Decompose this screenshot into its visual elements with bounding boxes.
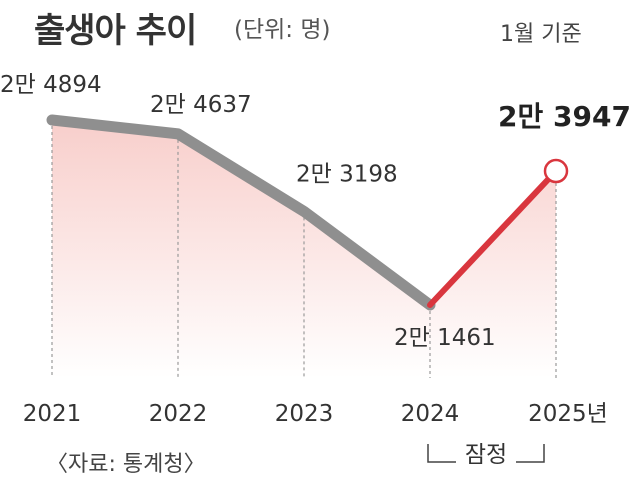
data-label: 2만 4894 — [0, 72, 102, 98]
x-tick-label: 2021 — [23, 401, 82, 427]
data-label: 2만 1461 — [394, 325, 496, 351]
x-tick-label: 2025년 — [528, 401, 608, 427]
series-line — [46, 114, 436, 311]
basis-label: 1월 기준 — [500, 22, 582, 47]
data-label: 2만 3198 — [296, 161, 398, 187]
data-label: 2만 4637 — [150, 92, 252, 118]
provisional-label: 잠정 — [465, 442, 507, 468]
x-tick-label: 2022 — [149, 401, 208, 427]
chart-title: 출생아 추이 — [34, 11, 197, 51]
data-label: 2만 3947 — [498, 100, 631, 133]
end-point-marker — [543, 158, 569, 184]
bracket-right — [516, 444, 545, 463]
x-tick-label: 2024 — [401, 401, 460, 427]
x-tick-label: 2023 — [275, 401, 334, 427]
source-label: 〈자료: 통계청〉 — [46, 452, 206, 477]
highlight-line — [427, 168, 559, 308]
unit-label: (단위: 명) — [234, 17, 331, 43]
bracket-left — [427, 444, 456, 463]
